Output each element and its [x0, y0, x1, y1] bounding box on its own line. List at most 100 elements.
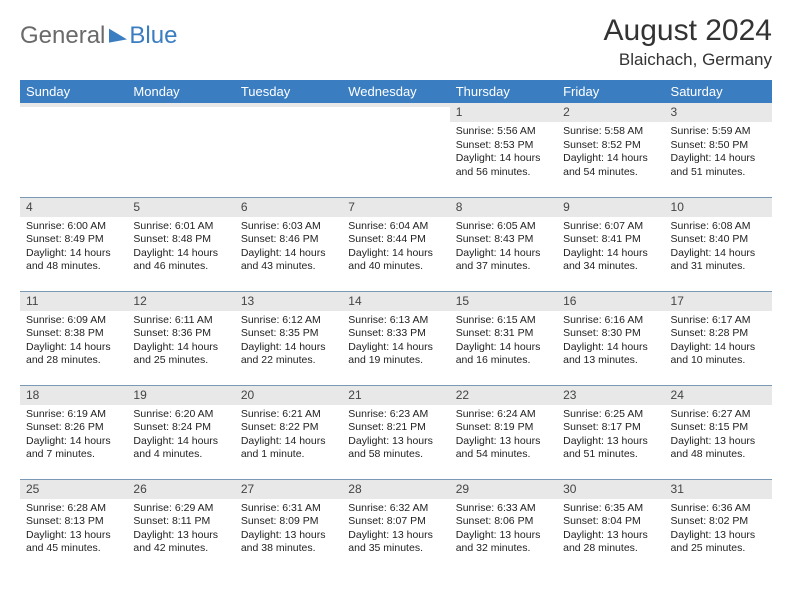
day-header: Monday — [127, 80, 234, 103]
sunrise-text: Sunrise: 6:21 AM — [241, 408, 336, 421]
sunrise-text: Sunrise: 6:07 AM — [563, 220, 658, 233]
calendar-cell: 14Sunrise: 6:13 AMSunset: 8:33 PMDayligh… — [342, 291, 449, 385]
sunset-text: Sunset: 8:48 PM — [133, 233, 228, 246]
daylight-text: Daylight: 13 hours and 35 minutes. — [348, 529, 443, 556]
daylight-text: Daylight: 14 hours and 43 minutes. — [241, 247, 336, 274]
sunset-text: Sunset: 8:38 PM — [26, 327, 121, 340]
calendar-cell: 2Sunrise: 5:58 AMSunset: 8:52 PMDaylight… — [557, 103, 664, 197]
page-location: Blaichach, Germany — [604, 50, 772, 70]
calendar-cell: 5Sunrise: 6:01 AMSunset: 8:48 PMDaylight… — [127, 197, 234, 291]
sunrise-text: Sunrise: 6:36 AM — [671, 502, 766, 515]
calendar-cell: 26Sunrise: 6:29 AMSunset: 8:11 PMDayligh… — [127, 479, 234, 573]
sunrise-text: Sunrise: 6:16 AM — [563, 314, 658, 327]
sunset-text: Sunset: 8:19 PM — [456, 421, 551, 434]
sunrise-text: Sunrise: 6:03 AM — [241, 220, 336, 233]
daylight-text: Daylight: 13 hours and 42 minutes. — [133, 529, 228, 556]
day-details: Sunrise: 6:21 AMSunset: 8:22 PMDaylight:… — [235, 405, 342, 466]
day-header: Sunday — [20, 80, 127, 103]
sunset-text: Sunset: 8:06 PM — [456, 515, 551, 528]
day-details: Sunrise: 6:13 AMSunset: 8:33 PMDaylight:… — [342, 311, 449, 372]
day-number: 25 — [20, 480, 127, 499]
day-details: Sunrise: 6:15 AMSunset: 8:31 PMDaylight:… — [450, 311, 557, 372]
calendar-cell: 16Sunrise: 6:16 AMSunset: 8:30 PMDayligh… — [557, 291, 664, 385]
sunrise-text: Sunrise: 6:13 AM — [348, 314, 443, 327]
daylight-text: Daylight: 14 hours and 16 minutes. — [456, 341, 551, 368]
calendar-cell: 31Sunrise: 6:36 AMSunset: 8:02 PMDayligh… — [665, 479, 772, 573]
daylight-text: Daylight: 14 hours and 40 minutes. — [348, 247, 443, 274]
daylight-text: Daylight: 14 hours and 54 minutes. — [563, 152, 658, 179]
daylight-text: Daylight: 13 hours and 38 minutes. — [241, 529, 336, 556]
sunset-text: Sunset: 8:04 PM — [563, 515, 658, 528]
day-details: Sunrise: 6:01 AMSunset: 8:48 PMDaylight:… — [127, 217, 234, 278]
sunset-text: Sunset: 8:40 PM — [671, 233, 766, 246]
sunset-text: Sunset: 8:24 PM — [133, 421, 228, 434]
calendar-cell: 22Sunrise: 6:24 AMSunset: 8:19 PMDayligh… — [450, 385, 557, 479]
sunrise-text: Sunrise: 6:28 AM — [26, 502, 121, 515]
sunset-text: Sunset: 8:11 PM — [133, 515, 228, 528]
daylight-text: Daylight: 14 hours and 46 minutes. — [133, 247, 228, 274]
day-number: 29 — [450, 480, 557, 499]
day-number: 13 — [235, 292, 342, 311]
daylight-text: Daylight: 14 hours and 13 minutes. — [563, 341, 658, 368]
day-details: Sunrise: 6:29 AMSunset: 8:11 PMDaylight:… — [127, 499, 234, 560]
sunset-text: Sunset: 8:43 PM — [456, 233, 551, 246]
daylight-text: Daylight: 13 hours and 45 minutes. — [26, 529, 121, 556]
page-title: August 2024 — [604, 14, 772, 48]
sunset-text: Sunset: 8:21 PM — [348, 421, 443, 434]
calendar-cell: 18Sunrise: 6:19 AMSunset: 8:26 PMDayligh… — [20, 385, 127, 479]
sunset-text: Sunset: 8:30 PM — [563, 327, 658, 340]
sunrise-text: Sunrise: 6:23 AM — [348, 408, 443, 421]
sunset-text: Sunset: 8:52 PM — [563, 139, 658, 152]
day-number: 31 — [665, 480, 772, 499]
day-number: 22 — [450, 386, 557, 405]
calendar-cell: 11Sunrise: 6:09 AMSunset: 8:38 PMDayligh… — [20, 291, 127, 385]
day-number: 11 — [20, 292, 127, 311]
title-block: August 2024 Blaichach, Germany — [604, 14, 772, 70]
sunset-text: Sunset: 8:22 PM — [241, 421, 336, 434]
sunset-text: Sunset: 8:33 PM — [348, 327, 443, 340]
daylight-text: Daylight: 14 hours and 22 minutes. — [241, 341, 336, 368]
sunset-text: Sunset: 8:31 PM — [456, 327, 551, 340]
sunrise-text: Sunrise: 6:20 AM — [133, 408, 228, 421]
logo-text-general: General — [20, 22, 105, 50]
calendar-cell: 29Sunrise: 6:33 AMSunset: 8:06 PMDayligh… — [450, 479, 557, 573]
calendar-cell: 1Sunrise: 5:56 AMSunset: 8:53 PMDaylight… — [450, 103, 557, 197]
daylight-text: Daylight: 13 hours and 32 minutes. — [456, 529, 551, 556]
sunrise-text: Sunrise: 6:08 AM — [671, 220, 766, 233]
logo-sail-icon — [109, 25, 127, 42]
day-number: 30 — [557, 480, 664, 499]
sunrise-text: Sunrise: 6:32 AM — [348, 502, 443, 515]
calendar-cell: 24Sunrise: 6:27 AMSunset: 8:15 PMDayligh… — [665, 385, 772, 479]
day-number: 1 — [450, 103, 557, 122]
sunrise-text: Sunrise: 5:56 AM — [456, 125, 551, 138]
daylight-text: Daylight: 14 hours and 56 minutes. — [456, 152, 551, 179]
day-details: Sunrise: 6:23 AMSunset: 8:21 PMDaylight:… — [342, 405, 449, 466]
day-details: Sunrise: 6:05 AMSunset: 8:43 PMDaylight:… — [450, 217, 557, 278]
sunrise-text: Sunrise: 6:27 AM — [671, 408, 766, 421]
day-number: 9 — [557, 198, 664, 217]
day-details: Sunrise: 5:56 AMSunset: 8:53 PMDaylight:… — [450, 122, 557, 183]
day-number: 16 — [557, 292, 664, 311]
daylight-text: Daylight: 14 hours and 48 minutes. — [26, 247, 121, 274]
day-number: 6 — [235, 198, 342, 217]
day-header: Tuesday — [235, 80, 342, 103]
sunset-text: Sunset: 8:41 PM — [563, 233, 658, 246]
daylight-text: Daylight: 14 hours and 4 minutes. — [133, 435, 228, 462]
sunset-text: Sunset: 8:13 PM — [26, 515, 121, 528]
day-details: Sunrise: 5:59 AMSunset: 8:50 PMDaylight:… — [665, 122, 772, 183]
calendar-week-row: 11Sunrise: 6:09 AMSunset: 8:38 PMDayligh… — [20, 291, 772, 385]
day-details: Sunrise: 6:16 AMSunset: 8:30 PMDaylight:… — [557, 311, 664, 372]
sunset-text: Sunset: 8:28 PM — [671, 327, 766, 340]
day-number: 18 — [20, 386, 127, 405]
daylight-text: Daylight: 14 hours and 28 minutes. — [26, 341, 121, 368]
logo-text-blue: Blue — [129, 22, 177, 50]
sunset-text: Sunset: 8:09 PM — [241, 515, 336, 528]
calendar-cell: 17Sunrise: 6:17 AMSunset: 8:28 PMDayligh… — [665, 291, 772, 385]
day-number: 23 — [557, 386, 664, 405]
calendar-cell: 20Sunrise: 6:21 AMSunset: 8:22 PMDayligh… — [235, 385, 342, 479]
calendar-cell: 6Sunrise: 6:03 AMSunset: 8:46 PMDaylight… — [235, 197, 342, 291]
sunrise-text: Sunrise: 6:19 AM — [26, 408, 121, 421]
calendar-cell: 27Sunrise: 6:31 AMSunset: 8:09 PMDayligh… — [235, 479, 342, 573]
daylight-text: Daylight: 13 hours and 51 minutes. — [563, 435, 658, 462]
calendar-cell: 10Sunrise: 6:08 AMSunset: 8:40 PMDayligh… — [665, 197, 772, 291]
